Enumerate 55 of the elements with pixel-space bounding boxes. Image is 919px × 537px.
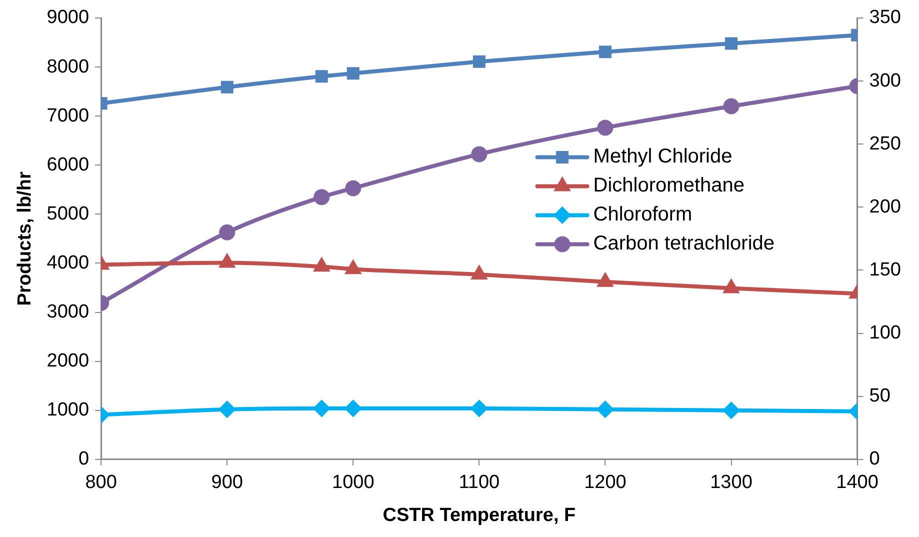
y2-tick-label: 200 [869,196,901,218]
y2-tick-label: 300 [869,70,901,92]
legend-label: Chloroform [593,204,692,226]
x-tick-label: 1000 [332,472,374,494]
point [471,146,488,162]
y-tick-label: 5000 [46,203,90,224]
point [345,180,362,196]
point [725,37,738,50]
point [472,266,486,280]
point [219,224,236,240]
point [314,400,330,416]
y2-tick-label: 0 [869,448,880,470]
point [314,189,330,206]
y-tick-label: 3000 [46,302,90,322]
y-tick-label: 6000 [46,154,90,176]
y-tick-label: 8000 [46,56,90,78]
legend-label: Dichloromethane [593,174,744,197]
y-tick-label: 2000 [46,350,90,372]
y-tick-label: 1000 [46,400,90,421]
y2-tick-label: 150 [869,259,901,280]
point [220,80,234,94]
point [597,401,614,418]
point [471,400,488,416]
point [472,55,486,68]
point [315,70,328,83]
y2-tick-label: 100 [869,322,901,344]
point [219,401,236,418]
point [346,261,360,274]
x-tick-label: 1100 [458,472,500,494]
y-tick-label: 9000 [46,7,90,28]
legend-label: Carbon tetrachloride [593,232,775,255]
legend-label: Methyl Chloride [593,146,732,168]
x-axis-title: CSTR Temperature, F [382,504,576,526]
y-tick-label: 4000 [46,252,90,274]
point [724,280,738,294]
point [220,254,234,268]
x-tick-label: 1200 [584,472,626,494]
y2-tick-label: 50 [869,386,890,407]
point [597,120,614,136]
x-tick-label: 900 [211,472,243,494]
y-tick-label: 7000 [46,105,90,126]
x-tick-label: 1400 [836,472,878,494]
y-axis-title: Products, lb/hr [14,171,36,306]
point [723,98,740,114]
point [598,274,612,287]
point [723,402,740,418]
point [598,46,612,58]
point [314,258,329,272]
x-tick-label: 800 [85,472,117,494]
y2-tick-label: 350 [869,7,901,28]
point [346,67,360,80]
point [345,400,362,416]
y-tick-label: 0 [78,448,90,470]
y2-tick-label: 250 [869,133,901,154]
x-tick-label: 1300 [710,472,752,494]
